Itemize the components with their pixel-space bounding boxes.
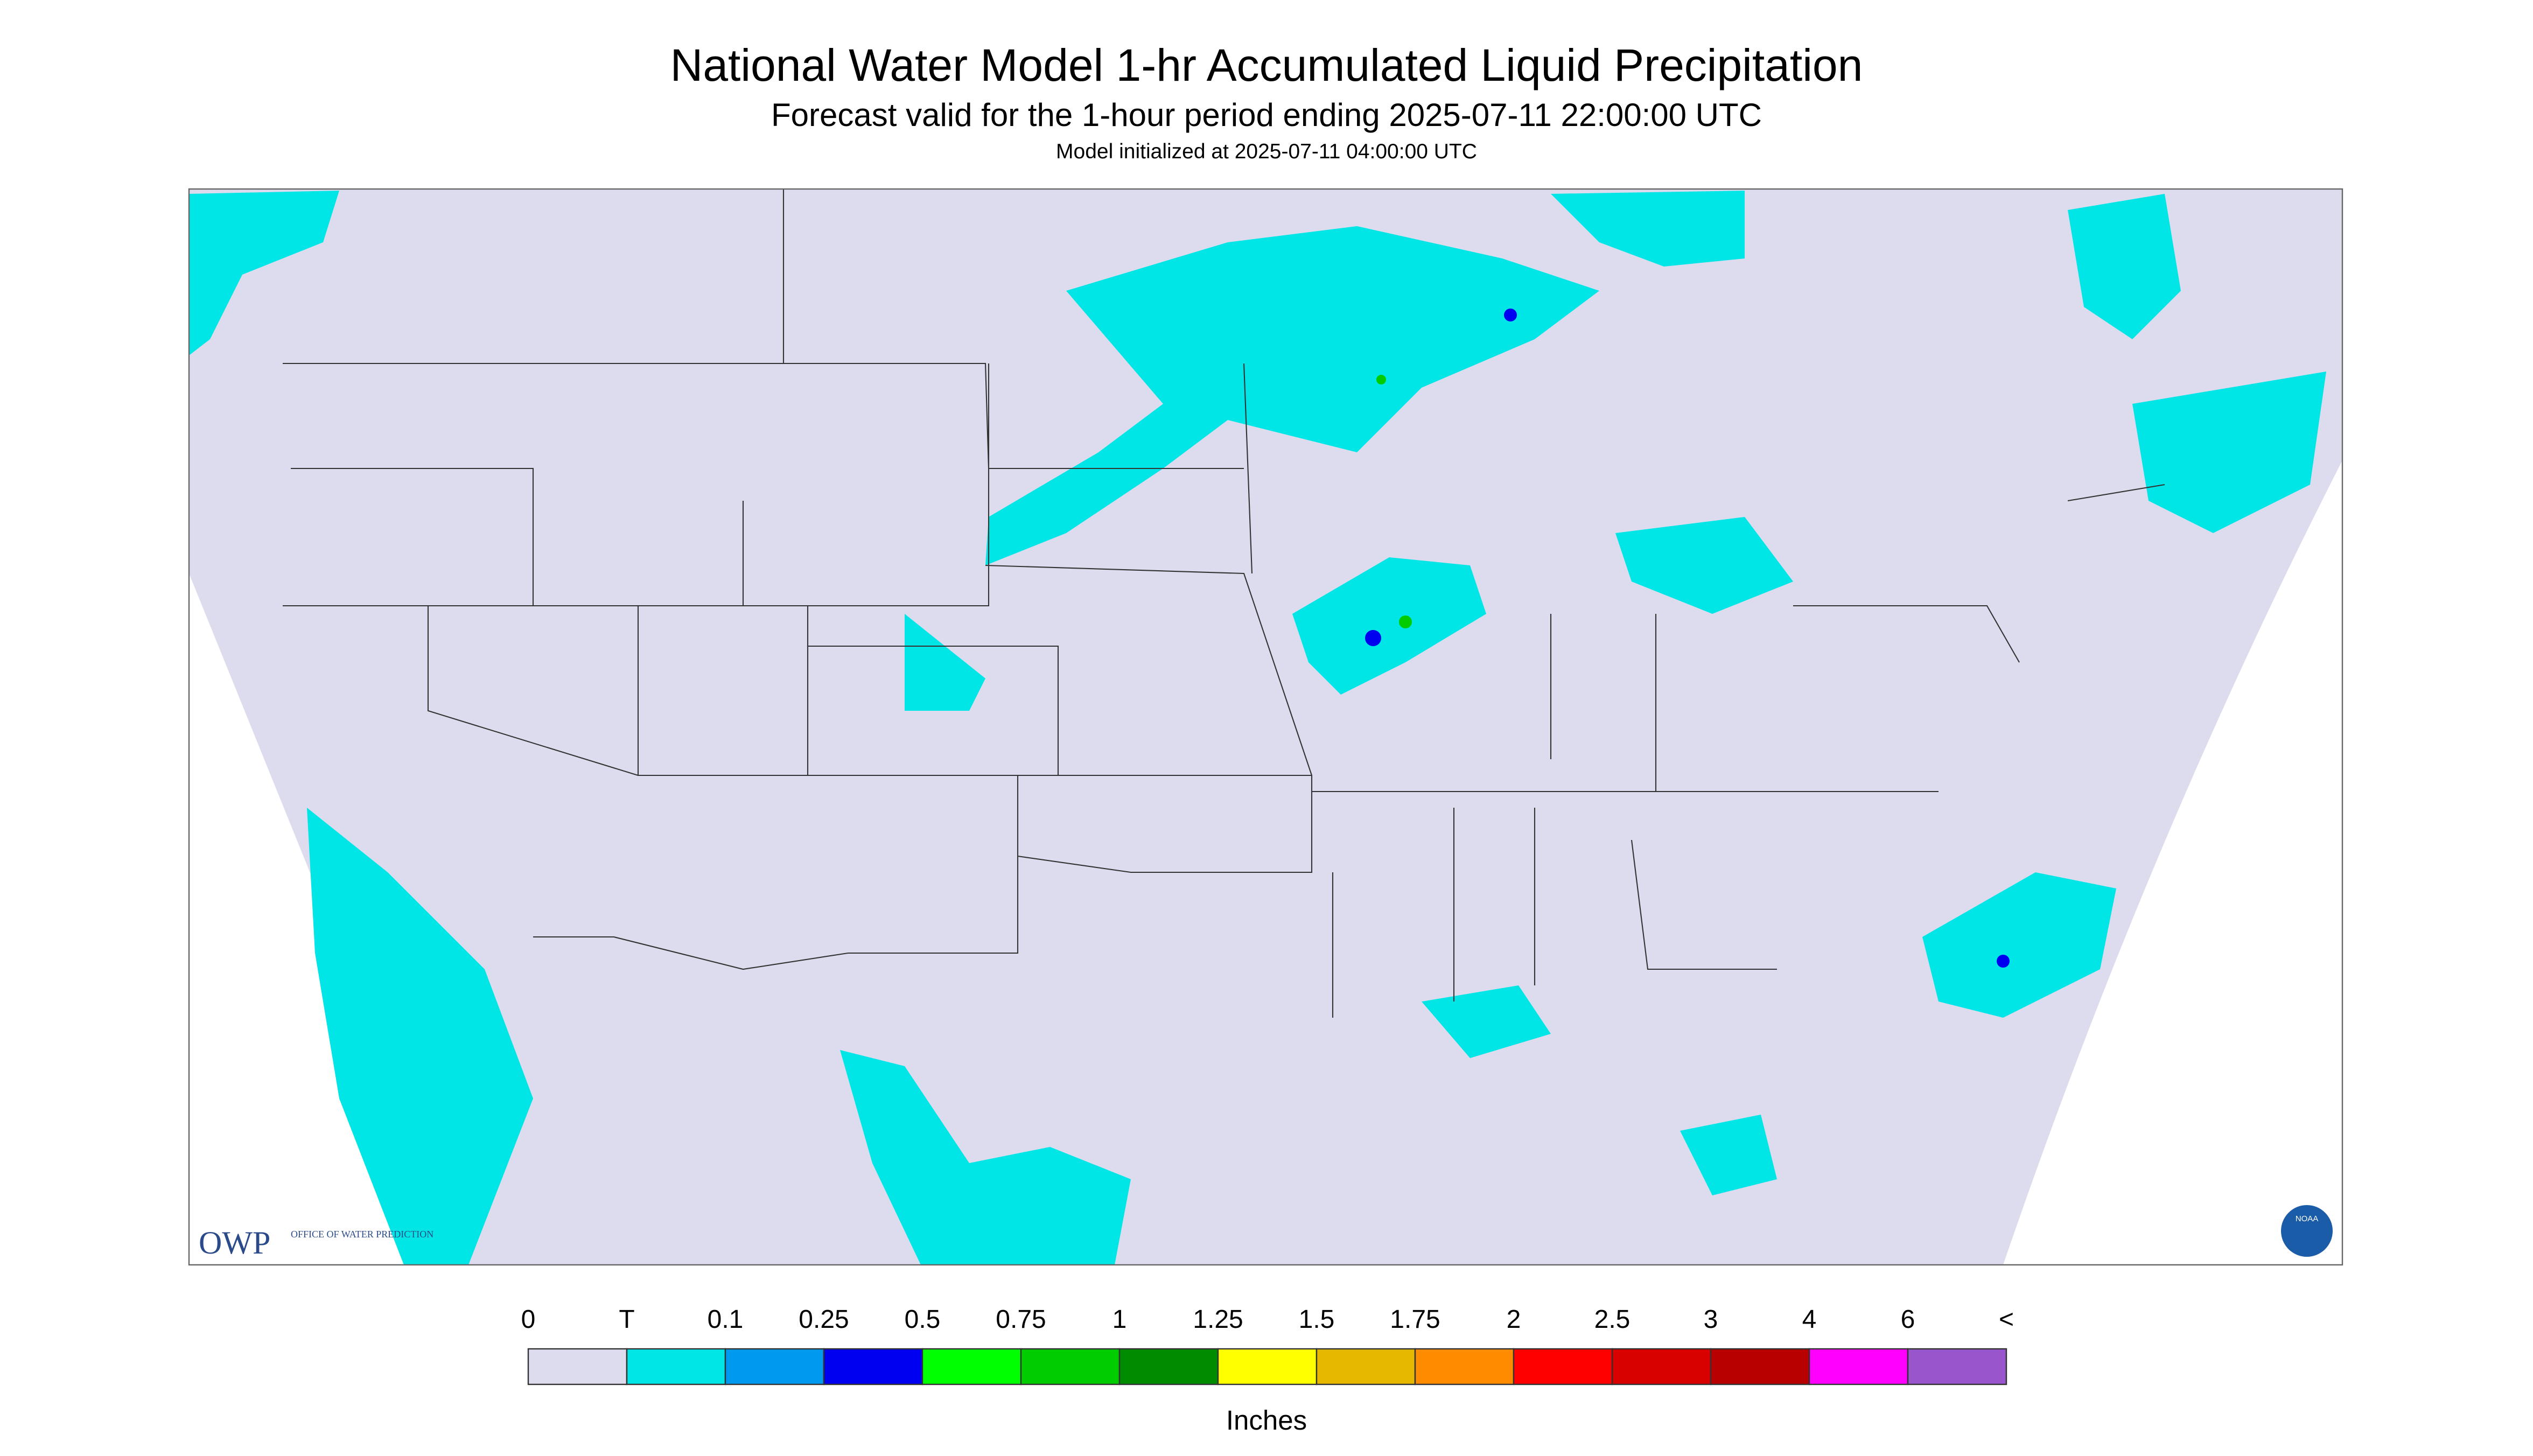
boundaries (283, 189, 2165, 1018)
legend-swatch (1513, 1348, 1613, 1385)
legend-label: 0.75 (996, 1305, 1046, 1334)
legend-label: 1.25 (1193, 1305, 1243, 1334)
legend-swatch (1907, 1348, 2007, 1385)
map: OWP OFFICE OF WATER PREDICTION NOAA (188, 188, 2343, 1266)
legend-label: 6 (1901, 1305, 1915, 1334)
legend-swatch (921, 1348, 1022, 1385)
map-frame (188, 188, 2343, 1266)
legend-label: 0.5 (905, 1305, 941, 1334)
precip-areas (189, 191, 2326, 1265)
noaa-text: NOAA (2296, 1214, 2319, 1223)
legend-swatch (1808, 1348, 1909, 1385)
legend-label: 1 (1112, 1305, 1127, 1334)
legend-swatch (1118, 1348, 1219, 1385)
legend-swatch (1611, 1348, 1712, 1385)
legend-label: 2.5 (1594, 1305, 1631, 1334)
subtitle: Forecast valid for the 1-hour period end… (771, 97, 1762, 133)
legend-swatch (724, 1348, 825, 1385)
legend-swatch (1710, 1348, 1810, 1385)
legend-label: 4 (1802, 1305, 1817, 1334)
noaa-logo (2281, 1205, 2333, 1257)
legend-swatch (1414, 1348, 1515, 1385)
legend-label: 1.5 (1299, 1305, 1335, 1334)
legend-swatch (626, 1348, 726, 1385)
legend-label: 0 (521, 1305, 536, 1334)
legend-swatch (823, 1348, 923, 1385)
legend-label: 2 (1507, 1305, 1521, 1334)
legend: 0 T 0.1 0.25 0.5 0.75 1 1.25 1.5 1.75 2 2.5 3 4 6 < (521, 1305, 2014, 1385)
owp-name: OFFICE OF WATER PREDICTION (291, 1229, 433, 1240)
legend-unit: Inches (1226, 1405, 1307, 1436)
precip-heavy (1376, 375, 1412, 629)
legend-label: 1.75 (1390, 1305, 1440, 1334)
legend-swatch (1020, 1348, 1121, 1385)
legend-label: < (1999, 1305, 2014, 1334)
legend-label: 0.25 (799, 1305, 849, 1334)
owp-logo: OWP (199, 1225, 270, 1261)
legend-swatch (1217, 1348, 1318, 1385)
legend-swatch (1316, 1348, 1416, 1385)
legend-label: 3 (1704, 1305, 1718, 1334)
title: National Water Model 1-hr Accumulated Li… (670, 40, 1863, 90)
legend-swatch (527, 1348, 628, 1385)
legend-label: T (619, 1305, 634, 1334)
map-edge (2003, 460, 2342, 1265)
precip-heavy (1365, 309, 2010, 968)
legend-label: 0.1 (708, 1305, 744, 1334)
init-time: Model initialized at 2025-07-11 04:00:00… (1056, 140, 1477, 163)
